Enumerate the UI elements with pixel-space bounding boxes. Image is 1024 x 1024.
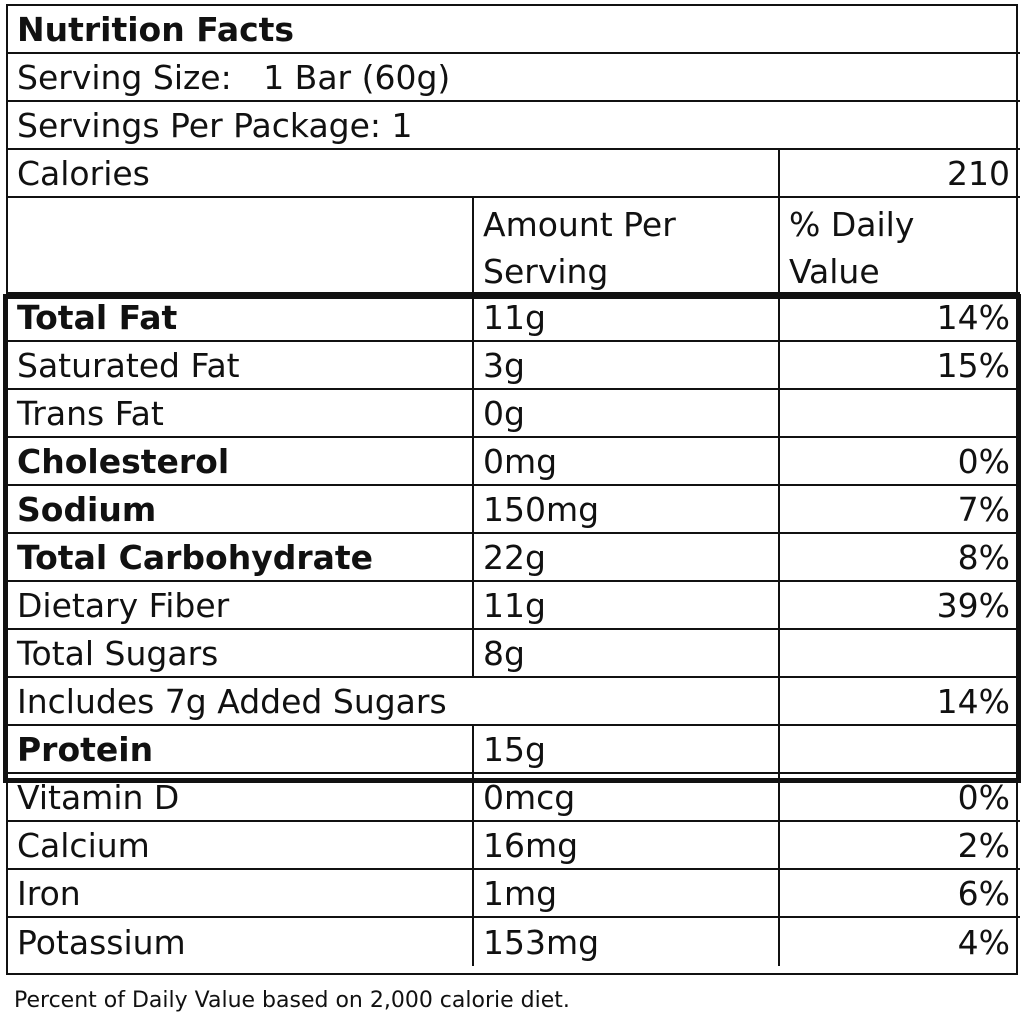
vitamin-name: Potassium xyxy=(8,918,474,966)
calories-label: Calories xyxy=(8,150,780,198)
nutrient-amount: 15g xyxy=(474,726,780,774)
nutrient-amount: 11g xyxy=(474,582,780,630)
footnote: Percent of Daily Value based on 2,000 ca… xyxy=(14,988,570,1013)
calories-value: 210 xyxy=(780,150,1020,198)
nutrient-amount: 0g xyxy=(474,390,780,438)
vitamin-name: Calcium xyxy=(8,822,474,870)
nutrient-dv: 15% xyxy=(780,342,1020,390)
vitamin-amount: 0mcg xyxy=(474,774,780,822)
nutrition-facts-table: Nutrition Facts Serving Size: 1 Bar (60g… xyxy=(6,4,1020,975)
vitamin-dv: 2% xyxy=(780,822,1020,870)
nutrient-dv: 0% xyxy=(780,438,1020,486)
vitamin-amount: 1mg xyxy=(474,870,780,918)
nutrient-amount: 3g xyxy=(474,342,780,390)
nutrient-name: Trans Fat xyxy=(8,390,474,438)
nutrient-name: Dietary Fiber xyxy=(8,582,474,630)
vitamin-dv: 0% xyxy=(780,774,1020,822)
nutrient-amount: 22g xyxy=(474,534,780,582)
nutrient-dv xyxy=(780,726,1020,774)
vitamin-name: Vitamin D xyxy=(8,774,474,822)
table-title: Nutrition Facts xyxy=(8,6,1020,54)
nutrient-name: Sodium xyxy=(8,486,474,534)
nutrient-amount: 8g xyxy=(474,630,780,678)
servings-per-package: Servings Per Package: 1 xyxy=(8,102,1020,150)
nutrient-dv: 39% xyxy=(780,582,1020,630)
nutrient-amount: 0mg xyxy=(474,438,780,486)
nutrient-name: Total Sugars xyxy=(8,630,474,678)
vitamin-amount: 153mg xyxy=(474,918,780,966)
nutrient-dv: 8% xyxy=(780,534,1020,582)
nutrient-amount: 11g xyxy=(474,294,780,342)
nutrient-dv xyxy=(780,390,1020,438)
header-blank xyxy=(8,198,474,294)
nutrient-amount: 150mg xyxy=(474,486,780,534)
nutrient-dv: 14% xyxy=(780,294,1020,342)
amount-per-serving-header: Amount Per Serving xyxy=(474,198,780,294)
nutrient-name: Includes 7g Added Sugars xyxy=(8,678,780,726)
vitamin-dv: 4% xyxy=(957,922,1010,962)
nutrient-dv: 7% xyxy=(780,486,1020,534)
nutrient-name: Cholesterol xyxy=(8,438,474,486)
nutrient-name: Total Carbohydrate xyxy=(8,534,474,582)
vitamin-name: Iron xyxy=(8,870,474,918)
serving-size: Serving Size: 1 Bar (60g) xyxy=(8,54,1020,102)
nutrient-dv: 14% xyxy=(780,678,1020,726)
nutrient-dv xyxy=(780,630,1020,678)
nutrient-name: Protein xyxy=(8,726,474,774)
vitamin-amount: 16mg xyxy=(474,822,780,870)
nutrient-name: Saturated Fat xyxy=(8,342,474,390)
vitamin-dv: 6% xyxy=(780,870,1020,918)
daily-value-header: % Daily Value xyxy=(780,198,1020,294)
nutrient-name: Total Fat xyxy=(8,294,474,342)
